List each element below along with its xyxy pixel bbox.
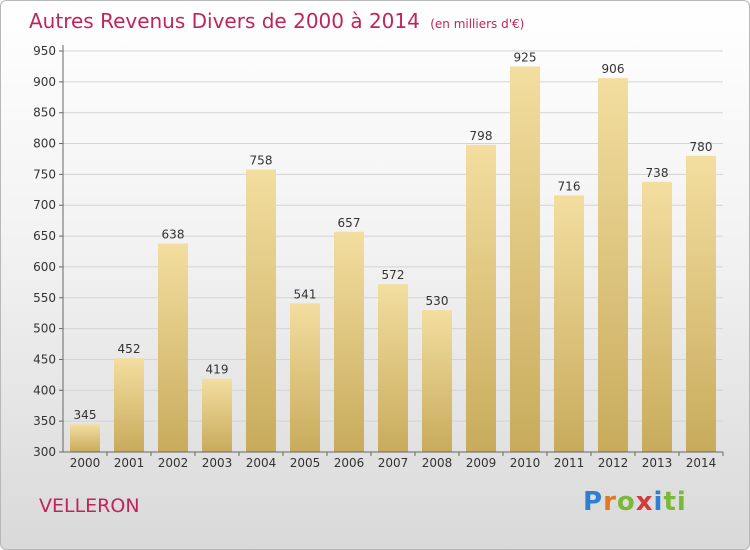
bars — [70, 66, 716, 453]
data-label-2008: 530 — [426, 294, 449, 308]
bar-2010[interactable] — [510, 66, 540, 452]
bar-2002[interactable] — [158, 243, 188, 452]
data-label-2009: 798 — [470, 129, 493, 143]
data-label-2010: 925 — [514, 50, 537, 64]
data-label-2003: 419 — [206, 363, 229, 377]
axes: 300 350 400 450 500 550 600 650 700 750 800 850 900 9… — [33, 44, 724, 470]
y-tick-label: 800 — [33, 137, 56, 151]
x-tick-label-2012: 2012 — [598, 456, 629, 470]
data-label-2000: 345 — [74, 408, 97, 422]
y-tick-label: 750 — [33, 167, 56, 181]
data-label-2007: 572 — [382, 268, 405, 282]
bar-2005[interactable] — [290, 303, 320, 452]
y-tick-label: 350 — [33, 414, 56, 428]
y-tick-label: 550 — [33, 291, 56, 305]
bar-2009[interactable] — [466, 144, 496, 452]
data-label-2012: 906 — [602, 62, 625, 76]
y-tick-label: 600 — [33, 260, 56, 274]
data-label-2002: 638 — [162, 227, 185, 241]
data-label-2014: 780 — [690, 140, 713, 154]
bar-2008[interactable] — [422, 310, 452, 452]
x-tick-label-2000: 2000 — [70, 456, 101, 470]
chart-title: Autres Revenus Divers de 2000 à 2014 (en… — [29, 9, 524, 33]
y-tick-label: 850 — [33, 106, 56, 120]
data-labels: 345 452 638 419 758 541 657 572 530 798 925 716 906 7… — [74, 50, 713, 422]
data-label-2013: 738 — [646, 166, 669, 180]
y-tick-label: 300 — [33, 445, 56, 459]
data-label-2004: 758 — [250, 153, 273, 167]
y-tick-label: 900 — [33, 75, 56, 89]
bar-2014[interactable] — [686, 155, 716, 452]
bar-2001[interactable] — [114, 358, 144, 452]
y-tick-label: 700 — [33, 198, 56, 212]
y-tick-label: 500 — [33, 322, 56, 336]
x-tick-label-2007: 2007 — [378, 456, 409, 470]
y-tick-label: 400 — [33, 383, 56, 397]
bar-2000[interactable] — [70, 424, 100, 452]
x-tick-label-2002: 2002 — [158, 456, 189, 470]
bar-2007[interactable] — [378, 284, 408, 452]
data-label-2005: 541 — [294, 287, 317, 301]
bar-2006[interactable] — [334, 231, 364, 452]
y-tick-label: 650 — [33, 229, 56, 243]
bar-2003[interactable] — [202, 378, 232, 452]
bar-2012[interactable] — [598, 78, 628, 452]
x-tick-label-2006: 2006 — [334, 456, 365, 470]
chart-title-unit: (en milliers d'€) — [430, 17, 525, 31]
data-label-2011: 716 — [558, 179, 581, 193]
x-tick-label-2010: 2010 — [510, 456, 541, 470]
x-tick-label-2013: 2013 — [642, 456, 673, 470]
data-label-2001: 452 — [118, 342, 141, 356]
x-tick-label-2011: 2011 — [554, 456, 585, 470]
place-name: VELLERON — [39, 495, 140, 517]
x-tick-label-2008: 2008 — [422, 456, 453, 470]
x-tick-label-2001: 2001 — [114, 456, 145, 470]
y-tick-label: 950 — [33, 44, 56, 58]
bar-2011[interactable] — [554, 195, 584, 453]
x-tick-label-2004: 2004 — [246, 456, 277, 470]
bar-2004[interactable] — [246, 169, 276, 453]
x-tick-label-2009: 2009 — [466, 456, 497, 470]
y-tick-label: 450 — [33, 352, 56, 366]
data-label-2006: 657 — [338, 216, 361, 230]
bar-2013[interactable] — [642, 181, 672, 452]
x-tick-label-2014: 2014 — [686, 456, 717, 470]
chart-title-main: Autres Revenus Divers de 2000 à 2014 — [29, 9, 420, 33]
proxiti-logo[interactable]: Proxiti — [583, 487, 687, 517]
x-tick-label-2005: 2005 — [290, 456, 321, 470]
x-tick-label-2003: 2003 — [202, 456, 233, 470]
